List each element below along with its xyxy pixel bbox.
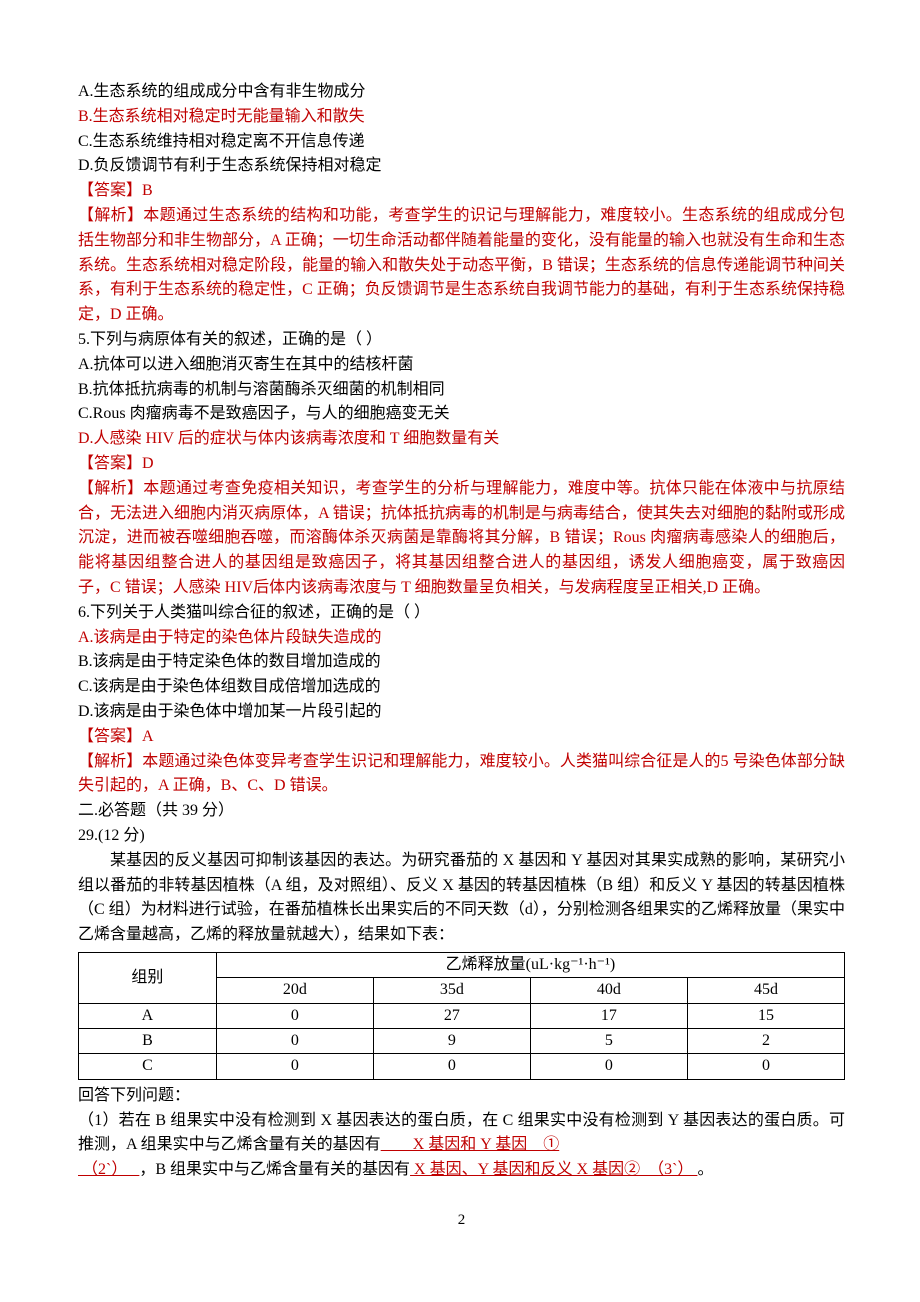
table-cell: 0 <box>216 1003 373 1028</box>
table-cell: 0 <box>216 1054 373 1079</box>
q5-option-c: C.Rous 肉瘤病毒不是致癌因子，与人的细胞癌变无关 <box>78 402 845 427</box>
document-page: A.生态系统的组成成分中含有非生物成分 B.生态系统相对稳定时无能量输入和散失 … <box>0 0 920 1272</box>
table-header-row-1: 组别 乙烯释放量(uL·kg⁻¹·h⁻¹) <box>79 952 845 977</box>
table-header-measure: 乙烯释放量(uL·kg⁻¹·h⁻¹) <box>216 952 844 977</box>
q4-option-c: C.生态系统维持相对稳定离不开信息传递 <box>78 130 845 155</box>
table-col-35d: 35d <box>373 978 530 1003</box>
q6-stem: 6.下列关于人类猫叫综合征的叙述，正确的是（ ） <box>78 601 845 626</box>
table-col-20d: 20d <box>216 978 373 1003</box>
q5-explanation: 【解析】本题通过考查免疫相关知识，考查学生的分析与理解能力，难度中等。抗体只能在… <box>78 477 845 601</box>
table-cell: A <box>79 1003 217 1028</box>
q29-sub1-answer1b: （2`） <box>78 1161 139 1178</box>
table-cell: 0 <box>687 1054 844 1079</box>
table-cell: 15 <box>687 1003 844 1028</box>
table-cell: 2 <box>687 1029 844 1054</box>
q5-option-d: D.人感染 HIV 后的症状与体内该病毒浓度和 T 细胞数量有关 <box>78 427 845 452</box>
ethylene-table: 组别 乙烯释放量(uL·kg⁻¹·h⁻¹) 20d 35d 40d 45d A … <box>78 952 845 1080</box>
table-cell: 9 <box>373 1029 530 1054</box>
section2-title: 二.必答题（共 39 分） <box>78 799 845 824</box>
q5-option-a: A.抗体可以进入细胞消灭寄生在其中的结核杆菌 <box>78 353 845 378</box>
q6-explanation: 【解析】本题通过染色体变异考查学生识记和理解能力，难度较小。人类猫叫综合征是人的… <box>78 750 845 800</box>
table-col-40d: 40d <box>530 978 687 1003</box>
q29-sub1-answer1: X 基因和 Y 基因 ① <box>381 1136 560 1153</box>
q4-option-a: A.生态系统的组成成分中含有非生物成分 <box>78 80 845 105</box>
table-row: A 0 27 17 15 <box>79 1003 845 1028</box>
q29-sub1: （1）若在 B 组果实中没有检测到 X 基因表达的蛋白质，在 C 组果实中没有检… <box>78 1109 845 1183</box>
page-number: 2 <box>78 1209 845 1232</box>
table-cell: 27 <box>373 1003 530 1028</box>
q5-answer: 【答案】D <box>78 452 845 477</box>
q6-answer: 【答案】A <box>78 725 845 750</box>
table-header-group: 组别 <box>79 952 217 1003</box>
table-cell: 0 <box>373 1054 530 1079</box>
q4-option-d: D.负反馈调节有利于生态系统保持相对稳定 <box>78 154 845 179</box>
table-row: B 0 9 5 2 <box>79 1029 845 1054</box>
q4-answer: 【答案】B <box>78 179 845 204</box>
q6-option-c: C.该病是由于染色体组数目成倍增加选成的 <box>78 675 845 700</box>
table-cell: 0 <box>216 1029 373 1054</box>
table-col-45d: 45d <box>687 978 844 1003</box>
q29-sub1-mid: ，B 组果实中与乙烯含量有关的基因有 <box>139 1161 410 1178</box>
q4-explanation: 【解析】本题通过生态系统的结构和功能，考查学生的识记与理解能力，难度较小。生态系… <box>78 204 845 328</box>
q4-option-b: B.生态系统相对稳定时无能量输入和散失 <box>78 105 845 130</box>
q29-sub1-answer2: X 基因、Y 基因和反义 X 基因② （3`） <box>410 1161 697 1178</box>
q29-label: 29.(12 分) <box>78 824 845 849</box>
q29-sub1-end: 。 <box>697 1161 713 1178</box>
q5-stem: 5.下列与病原体有关的叙述，正确的是（ ） <box>78 328 845 353</box>
q29-followup: 回答下列问题： <box>78 1084 845 1109</box>
q6-option-b: B.该病是由于特定染色体的数目增加造成的 <box>78 650 845 675</box>
q29-stem: 某基因的反义基因可抑制该基因的表达。为研究番茄的 X 基因和 Y 基因对其果实成… <box>78 849 845 948</box>
q6-option-d: D.该病是由于染色体中增加某一片段引起的 <box>78 700 845 725</box>
table-cell: 5 <box>530 1029 687 1054</box>
table-cell: B <box>79 1029 217 1054</box>
table-row: C 0 0 0 0 <box>79 1054 845 1079</box>
table-cell: 0 <box>530 1054 687 1079</box>
q5-option-b: B.抗体抵抗病毒的机制与溶菌酶杀灭细菌的机制相同 <box>78 378 845 403</box>
q6-option-a: A.该病是由于特定的染色体片段缺失造成的 <box>78 626 845 651</box>
table-cell: 17 <box>530 1003 687 1028</box>
table-cell: C <box>79 1054 217 1079</box>
